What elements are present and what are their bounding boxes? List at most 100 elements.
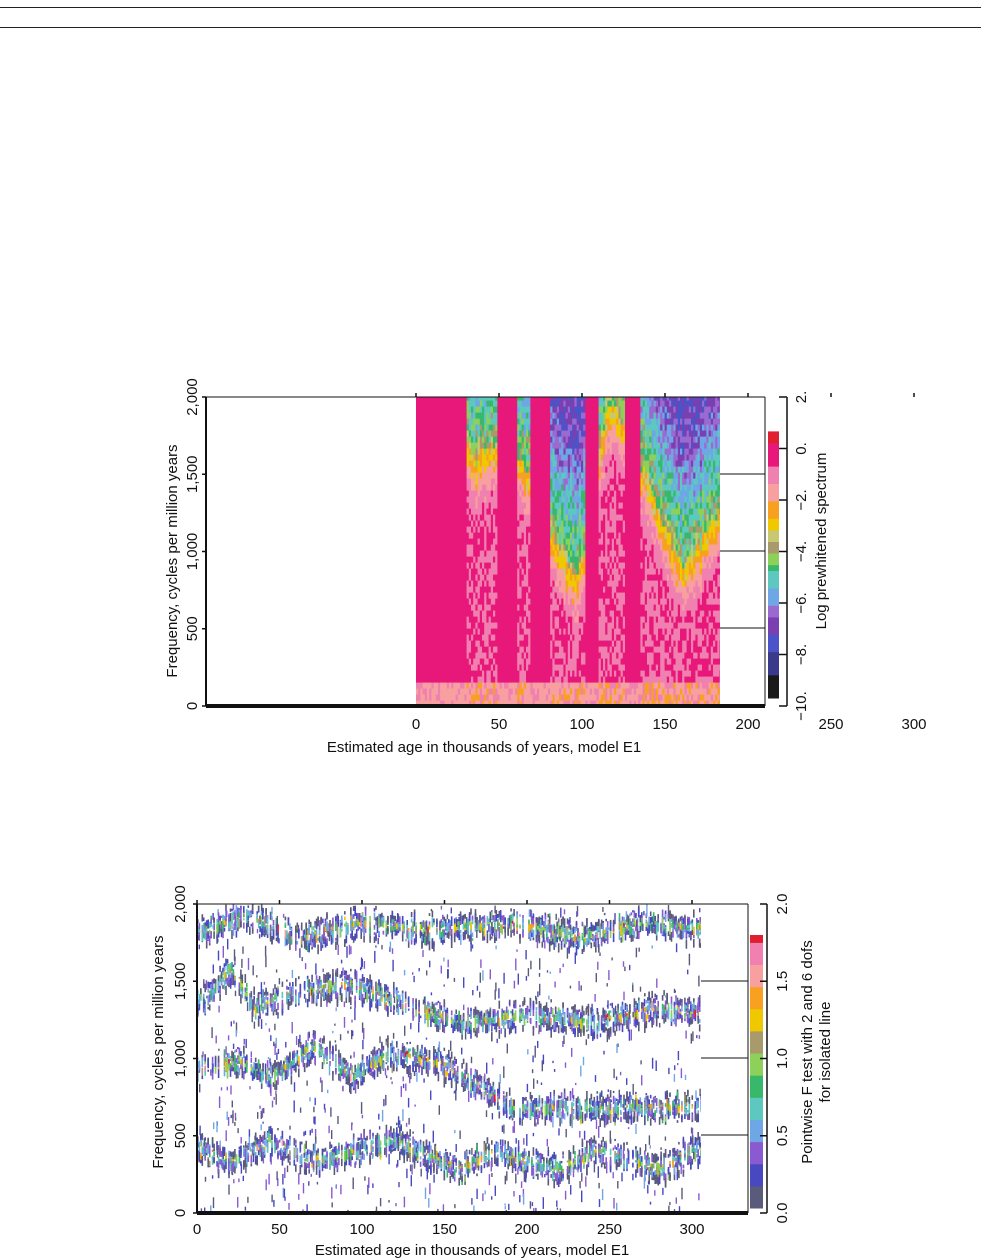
spectrum-cell: [424, 652, 428, 659]
spectrum-cell: [460, 466, 463, 473]
spectrum-cell: [473, 490, 476, 497]
spectrum-cell: [519, 424, 523, 431]
spectrum-cell: [435, 676, 439, 683]
spectrum-cell: [435, 568, 439, 575]
spectrum-cell: [488, 562, 492, 569]
spectrum-cell: [464, 424, 468, 431]
spectrum-cell: [462, 466, 465, 473]
spectrum-cell: [499, 622, 503, 629]
spectrum-cell: [484, 604, 487, 611]
spectrum-cell: [508, 418, 512, 425]
spectrum-cell: [449, 412, 452, 419]
spectrum-cell: [499, 412, 503, 419]
spectrum-cell: [495, 616, 498, 623]
spectrum-cell: [466, 652, 470, 659]
spectrum-cell: [528, 562, 531, 569]
spectrum-cell: [506, 496, 509, 503]
spectrum-cell: [506, 556, 509, 563]
spectrum-cell: [466, 640, 470, 647]
spectrum-cell: [416, 526, 419, 533]
spectrum-cell: [479, 670, 483, 677]
spectrum-cell: [523, 580, 527, 587]
spectrum-cell: [493, 460, 496, 467]
spectrum-cell: [499, 502, 503, 509]
spectrum-cell: [462, 514, 465, 521]
spectrum-cell: [418, 676, 421, 683]
spectrum-cell: [440, 454, 443, 461]
spectrum-cell: [477, 568, 481, 575]
spectrum-cell: [438, 514, 441, 521]
spectrum-cell: [479, 412, 483, 419]
spectrum-cell: [429, 586, 432, 593]
spectrum-cell: [471, 406, 474, 413]
spectrum-cell: [457, 586, 461, 593]
spectrum-cell: [508, 436, 512, 443]
spectrum-cell: [468, 598, 472, 605]
spectrum-cell: [460, 454, 463, 461]
spectrum-cell: [532, 418, 536, 425]
spectrum-cell: [501, 424, 505, 431]
spectrum-cell: [528, 472, 531, 479]
spectrum-cell: [519, 664, 523, 671]
spectrum-cell: [526, 412, 529, 419]
spectrum-cell: [495, 634, 498, 641]
spectrum-cell: [523, 436, 527, 443]
spectrum-cell: [499, 520, 503, 527]
spectrum-cell: [515, 424, 518, 431]
spectrum-cell: [475, 550, 479, 557]
spectrum-cell: [418, 526, 421, 533]
spectrum-cell: [457, 466, 461, 473]
spectrum-cell: [523, 628, 527, 635]
spectrum-cell: [532, 688, 536, 695]
spectrum-cell: [484, 634, 487, 641]
spectrum-cell: [444, 502, 448, 509]
spectrum-cell: [517, 484, 520, 491]
spectrum-cell: [422, 616, 426, 623]
spectrum-cell: [457, 532, 461, 539]
spectrum-cell: [510, 694, 514, 701]
spectrum-cell: [495, 622, 498, 629]
spectrum-cell: [528, 520, 531, 527]
spectrum-cell: [477, 550, 481, 557]
spectrum-cell: [501, 442, 505, 449]
spectrum-cell: [510, 406, 514, 413]
spectrum-cell: [466, 616, 470, 623]
spectrum-cell: [488, 412, 492, 419]
spectrum-cell: [530, 604, 534, 611]
spectrum-cell: [429, 592, 432, 599]
spectrum-cell: [420, 628, 424, 635]
spectrum-cell: [418, 574, 421, 581]
spectrum-cell: [523, 424, 527, 431]
spectrum-cell: [471, 532, 474, 539]
spectrum-cell: [438, 676, 441, 683]
spectrum-cell: [429, 670, 432, 677]
spectrum-cell: [427, 544, 430, 551]
spectrum-cell: [495, 484, 498, 491]
spectrum-cell: [532, 646, 536, 653]
spectrum-cell: [497, 664, 501, 671]
spectrum-cell: [438, 442, 441, 449]
spectrum-cell: [460, 484, 463, 491]
spectrum-cell: [440, 397, 443, 401]
spectrum-cell: [422, 514, 426, 521]
spectrum-cell: [427, 418, 430, 425]
spectrum-cell: [521, 616, 525, 623]
spectrum-cell: [418, 682, 421, 689]
spectrum-cell: [508, 574, 512, 581]
spectrum-cell: [473, 652, 476, 659]
spectrum-cell: [488, 628, 492, 635]
spectrum-cell: [532, 586, 536, 593]
spectrum-cell: [444, 397, 448, 401]
spectrum-cell: [462, 574, 465, 581]
spectrum-cell: [493, 514, 496, 521]
spectrum-cell: [416, 484, 419, 491]
spectrum-cell: [460, 664, 463, 671]
spectrum-cell: [523, 484, 527, 491]
spectrum-cell: [526, 616, 529, 623]
spectrum-cell: [424, 604, 428, 611]
spectrum-cell: [418, 628, 421, 635]
spectrum-cell: [460, 502, 463, 509]
spectrum-cell: [530, 418, 534, 425]
spectrum-cell: [530, 526, 534, 533]
spectrum-cell: [435, 514, 439, 521]
